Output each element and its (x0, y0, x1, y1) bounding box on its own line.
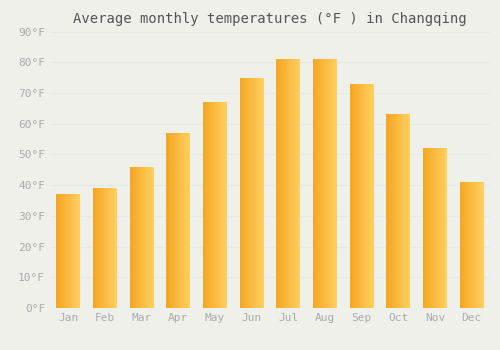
Title: Average monthly temperatures (°F ) in Changqing: Average monthly temperatures (°F ) in Ch… (73, 12, 467, 26)
